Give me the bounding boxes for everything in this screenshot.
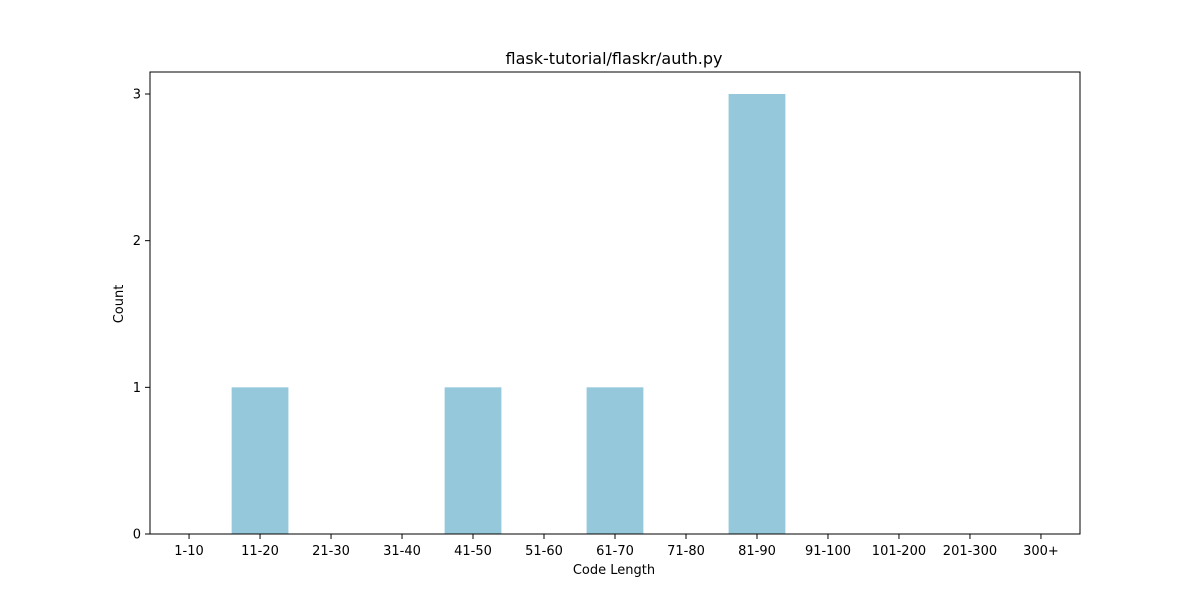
x-tick-label: 21-30 [312, 544, 350, 559]
x-axis-label: Code Length [573, 563, 655, 578]
bars-layer [231, 94, 786, 534]
y-tick-label: 1 [133, 381, 141, 396]
y-tick-label: 2 [133, 234, 141, 249]
bar-11-20 [231, 387, 289, 534]
y-tick-label: 3 [133, 88, 141, 103]
bar-81-90 [728, 94, 786, 534]
x-tick-label: 51-60 [525, 544, 563, 559]
x-tick-label: 61-70 [596, 544, 634, 559]
x-tick-label: 101-200 [872, 544, 926, 559]
x-tick-label: 41-50 [454, 544, 492, 559]
y-axis-label: Count [112, 285, 127, 324]
x-axis-ticks: 1-10 11-20 21-30 31-40 41-50 51-60 61-70 71-80 8… [174, 534, 1059, 559]
y-axis-ticks: 0 1 2 3 [133, 88, 150, 543]
x-tick-label: 1-10 [174, 544, 204, 559]
x-tick-label: 300+ [1023, 544, 1059, 559]
x-tick-label: 31-40 [383, 544, 421, 559]
x-tick-label: 91-100 [805, 544, 851, 559]
bar-41-50 [444, 387, 502, 534]
bar-61-70 [586, 387, 644, 534]
x-tick-label: 71-80 [667, 544, 705, 559]
x-tick-label: 81-90 [738, 544, 776, 559]
chart-title: flask-tutorial/flaskr/auth.py [506, 49, 723, 68]
x-tick-label: 11-20 [241, 544, 279, 559]
y-tick-label: 0 [133, 528, 141, 543]
x-tick-label: 201-300 [943, 544, 997, 559]
